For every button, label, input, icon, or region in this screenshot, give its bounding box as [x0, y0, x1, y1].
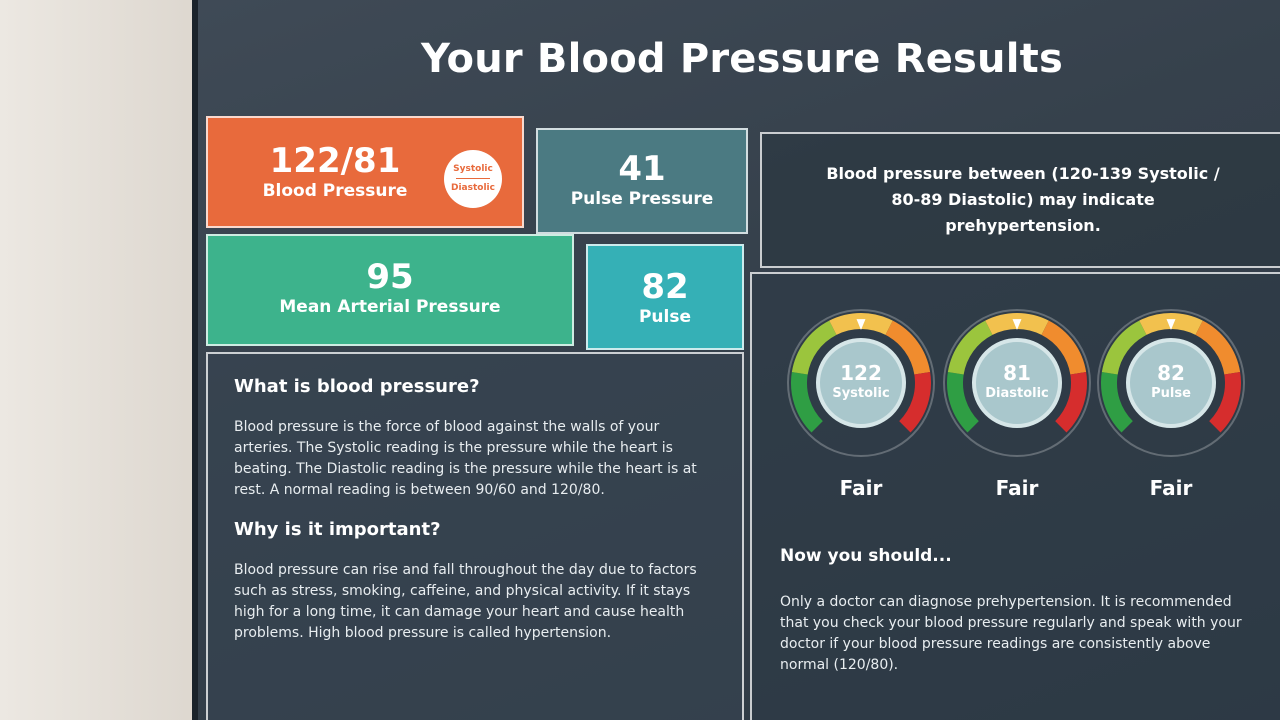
pulse-value: 82 — [641, 267, 689, 307]
gauge-arc-segment — [791, 320, 837, 375]
gauge-center — [816, 338, 906, 428]
diastolic-rating: Fair — [995, 476, 1039, 500]
gauge-arc-segment — [1195, 320, 1241, 375]
info-text-why: Blood pressure can rise and fall through… — [234, 562, 697, 641]
pulse-pressure-card: 41 Pulse Pressure — [536, 128, 748, 234]
diastolic-gauge-dial — [943, 309, 1091, 457]
gauge-arc-segment — [1041, 320, 1087, 375]
gauges-panel: 122 Systolic Fair 81 Diastolic Fair 82 P… — [750, 272, 1280, 720]
notice-text: Blood pressure between (120-139 Systolic… — [826, 164, 1220, 235]
systolic-gauge: 122 Systolic Fair — [786, 308, 936, 508]
systolic-gauge-dial — [787, 309, 935, 457]
systolic-rating: Fair — [839, 476, 883, 500]
diastolic-gauge-name: Diastolic — [985, 386, 1049, 401]
mean-arterial-label: Mean Arterial Pressure — [279, 297, 501, 317]
pulse-pressure-label: Pulse Pressure — [570, 189, 714, 209]
badge-diastolic-text: Diastolic — [451, 183, 495, 193]
diastolic-gauge-value: 81 — [1003, 361, 1031, 385]
gauge-arc-segment — [1101, 320, 1147, 375]
pulse-gauge: 82 Pulse Fair — [1096, 308, 1246, 508]
gauge-marker — [1012, 319, 1022, 330]
prehypertension-notice: Blood pressure between (120-139 Systolic… — [760, 132, 1280, 268]
pulse-gauge-dial — [1097, 309, 1245, 457]
gauge-arc-segment — [1054, 372, 1087, 433]
gauge-center — [1126, 338, 1216, 428]
gauge-center — [972, 338, 1062, 428]
badge-divider — [456, 178, 490, 179]
info-heading-why: Why is it important? — [234, 519, 441, 540]
info-text-what: Blood pressure is the force of blood aga… — [234, 419, 697, 498]
info-panel: What is blood pressure? Blood pressure i… — [206, 352, 744, 720]
wall-background — [0, 0, 200, 720]
next-steps: Now you should... Only a doctor can diag… — [780, 546, 1250, 676]
systolic-gauge-name: Systolic — [832, 386, 890, 401]
gauge-arc-segment — [885, 320, 931, 375]
blood-pressure-label: Blood Pressure — [262, 181, 408, 201]
gauge-outer-ring — [787, 309, 935, 457]
gauge-arc-segment — [1208, 372, 1241, 433]
next-steps-text: Only a doctor can diagnose prehypertensi… — [780, 594, 1242, 673]
gauge-arc-segment — [947, 372, 980, 433]
badge-systolic-text: Systolic — [453, 164, 493, 174]
gauge-arc-segment — [947, 320, 993, 375]
gauge-arc-segment — [898, 372, 931, 433]
mean-arterial-pressure-card: 95 Mean Arterial Pressure — [206, 234, 574, 346]
pulse-rating: Fair — [1149, 476, 1193, 500]
next-steps-heading: Now you should... — [780, 546, 952, 566]
systolic-diastolic-badge: Systolic Diastolic — [444, 150, 502, 208]
kiosk-screen: Your Blood Pressure Results 122/81 Blood… — [192, 0, 1280, 720]
pulse-gauge-name: Pulse — [1151, 386, 1191, 401]
pulse-pressure-value: 41 — [618, 149, 666, 189]
pulse-gauge-value: 82 — [1157, 361, 1185, 385]
blood-pressure-card: 122/81 Blood Pressure Systolic Diastolic — [206, 116, 524, 228]
info-heading-what: What is blood pressure? — [234, 376, 480, 397]
gauge-outer-ring — [943, 309, 1091, 457]
pulse-label: Pulse — [638, 307, 692, 327]
pulse-card: 82 Pulse — [586, 244, 744, 350]
gauge-marker — [1166, 319, 1176, 330]
gauge-arc-segment — [791, 372, 824, 433]
page-title: Your Blood Pressure Results — [421, 36, 1063, 82]
gauge-outer-ring — [1097, 309, 1245, 457]
gauge-arc-segment — [1101, 372, 1134, 433]
gauge-marker — [856, 319, 866, 330]
systolic-gauge-value: 122 — [840, 361, 882, 385]
diastolic-gauge: 81 Diastolic Fair — [942, 308, 1092, 508]
blood-pressure-value: 122/81 — [269, 141, 401, 181]
mean-arterial-value: 95 — [366, 257, 414, 297]
